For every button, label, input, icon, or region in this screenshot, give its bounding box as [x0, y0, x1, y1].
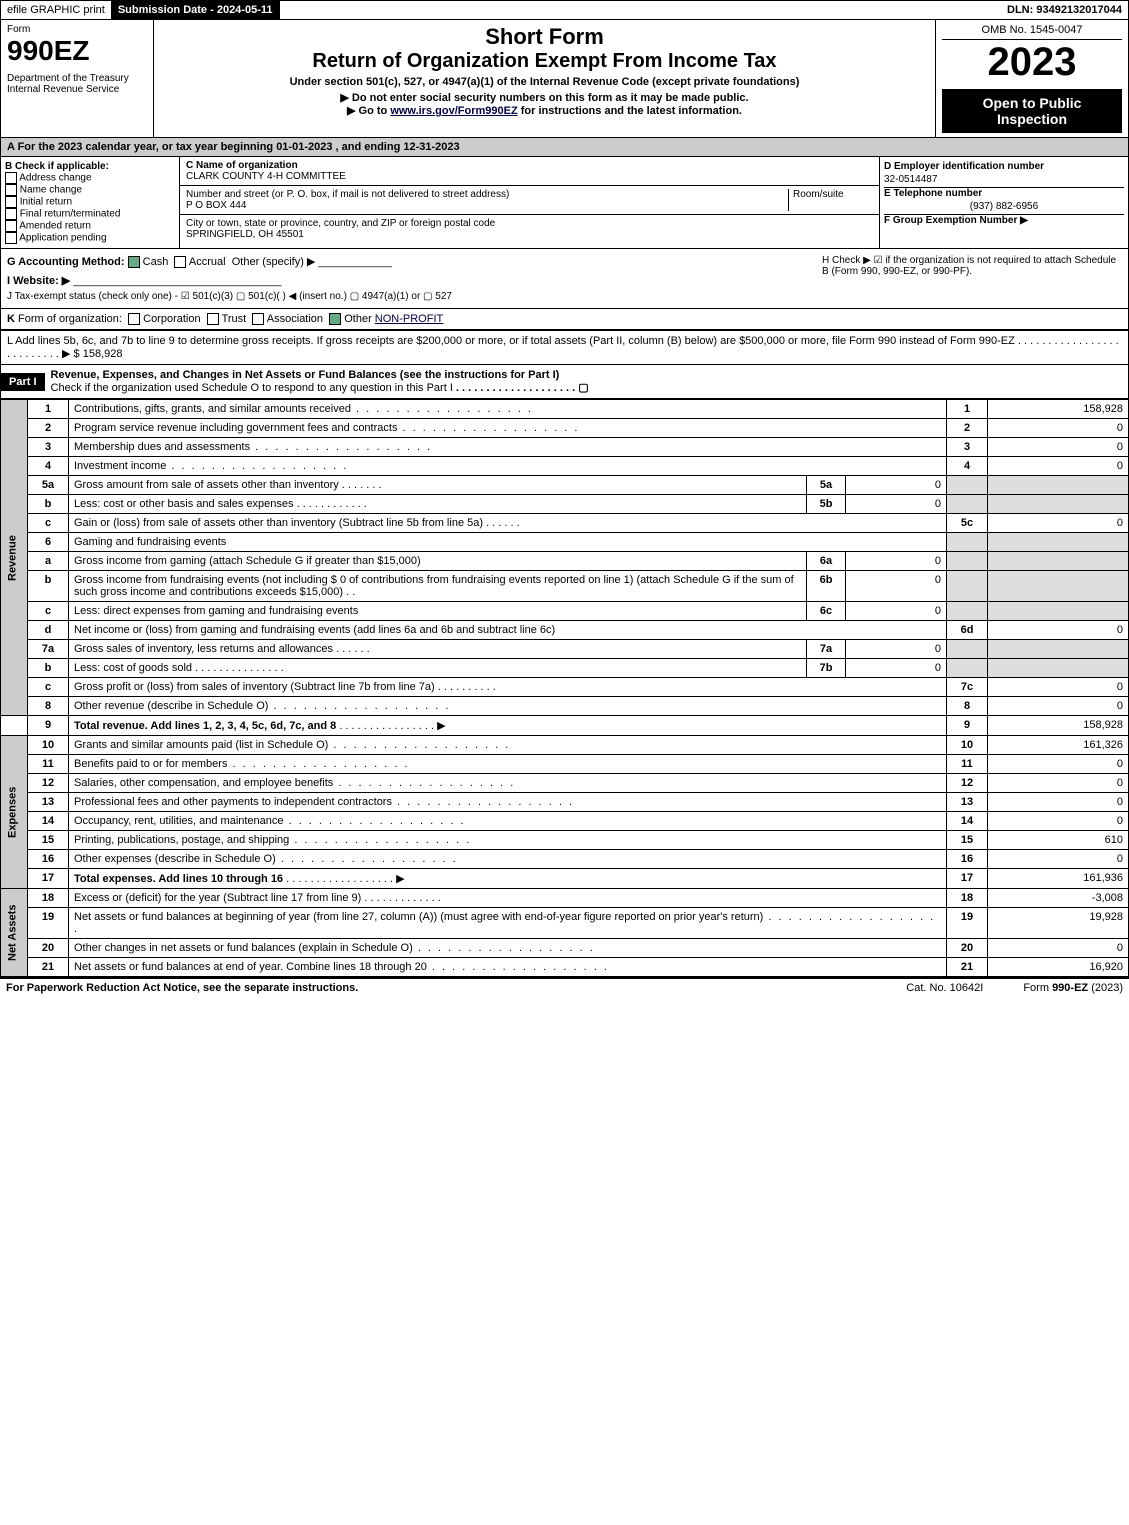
check-final[interactable]: [5, 208, 17, 220]
amt-9: 158,928: [988, 716, 1129, 736]
city-label: City or town, state or province, country…: [186, 218, 495, 229]
form-title: Return of Organization Exempt From Incom…: [160, 50, 929, 73]
form-word: Form: [7, 24, 147, 35]
check-corp[interactable]: [128, 313, 140, 325]
page-footer: For Paperwork Reduction Act Notice, see …: [0, 977, 1129, 997]
dln: DLN: 93492132017044: [1001, 1, 1128, 19]
form-header: Form 990EZ Department of the Treasury In…: [0, 20, 1129, 138]
check-pending[interactable]: [5, 232, 17, 244]
sv-6c: 0: [846, 602, 947, 621]
check-assoc[interactable]: [252, 313, 264, 325]
amt-8: 0: [988, 697, 1129, 716]
sv-6a: 0: [846, 552, 947, 571]
check-name[interactable]: [5, 184, 17, 196]
check-cash[interactable]: [128, 256, 140, 268]
revenue-table: Revenue 1Contributions, gifts, grants, a…: [0, 399, 1129, 977]
line-g: G Accounting Method: Cash Accrual Other …: [7, 255, 822, 268]
amt-13: 0: [988, 793, 1129, 812]
omb: OMB No. 1545-0047: [942, 24, 1122, 40]
street-label: Number and street (or P. O. box, if mail…: [186, 189, 509, 200]
line-a: A For the 2023 calendar year, or tax yea…: [0, 138, 1129, 157]
f-label: F Group Exemption Number ▶: [884, 215, 1124, 226]
d-label: D Employer identification number: [884, 161, 1124, 172]
check-trust[interactable]: [207, 313, 219, 325]
submission-date: Submission Date - 2024-05-11: [112, 1, 280, 19]
amt-3: 0: [988, 438, 1129, 457]
check-address[interactable]: [5, 172, 17, 184]
line-j: J Tax-exempt status (check only one) - ☑…: [7, 291, 822, 302]
amt-16: 0: [988, 850, 1129, 869]
line-k: K Form of organization: Corporation Trus…: [0, 309, 1129, 331]
warn2: ▶ Go to www.irs.gov/Form990EZ for instru…: [160, 104, 929, 117]
top-bar: efile GRAPHIC print Submission Date - 20…: [0, 0, 1129, 20]
tax-year: 2023: [942, 40, 1122, 85]
amt-20: 0: [988, 939, 1129, 958]
open-inspection: Open to Public Inspection: [942, 89, 1122, 133]
sv-7b: 0: [846, 659, 947, 678]
street: P O BOX 444: [186, 200, 246, 211]
gross-receipts: 158,928: [83, 348, 123, 360]
footer-right: Form 990-EZ (2023): [1023, 982, 1123, 994]
form-subtitle: Under section 501(c), 527, or 4947(a)(1)…: [160, 76, 929, 88]
section-b: B Check if applicable: Address change Na…: [0, 157, 1129, 249]
line-i: I Website: ▶ ___________________________…: [7, 274, 822, 287]
amt-15: 610: [988, 831, 1129, 850]
warn1: ▶ Do not enter social security numbers o…: [160, 91, 929, 104]
c-label: C Name of organization: [186, 160, 298, 171]
b-label: B Check if applicable:: [5, 161, 175, 172]
side-expenses: Expenses: [1, 736, 28, 889]
amt-21: 16,920: [988, 958, 1129, 977]
sv-7a: 0: [846, 640, 947, 659]
short-form: Short Form: [160, 24, 929, 50]
footer-mid: Cat. No. 10642I: [906, 982, 983, 994]
amt-5c: 0: [988, 514, 1129, 533]
amt-4: 0: [988, 457, 1129, 476]
efile-label: efile GRAPHIC print: [1, 1, 112, 19]
amt-17: 161,936: [988, 869, 1129, 889]
sv-5b: 0: [846, 495, 947, 514]
amt-18: -3,008: [988, 889, 1129, 908]
sv-6b: 0: [846, 571, 947, 602]
phone: (937) 882-6956: [884, 199, 1124, 215]
e-label: E Telephone number: [884, 188, 1124, 199]
line-l: L Add lines 5b, 6c, and 7b to line 9 to …: [0, 331, 1129, 365]
amt-10: 161,326: [988, 736, 1129, 755]
part1-header: Part I Revenue, Expenses, and Changes in…: [0, 365, 1129, 399]
irs-link[interactable]: www.irs.gov/Form990EZ: [390, 105, 517, 117]
org-name: CLARK COUNTY 4-H COMMITTEE: [186, 171, 346, 182]
footer-left: For Paperwork Reduction Act Notice, see …: [6, 982, 358, 994]
check-amended[interactable]: [5, 220, 17, 232]
check-initial[interactable]: [5, 196, 17, 208]
amt-12: 0: [988, 774, 1129, 793]
amt-14: 0: [988, 812, 1129, 831]
amt-6d: 0: [988, 621, 1129, 640]
room-label: Room/suite: [788, 189, 873, 211]
city: SPRINGFIELD, OH 45501: [186, 229, 304, 240]
check-accrual[interactable]: [174, 256, 186, 268]
ein: 32-0514487: [884, 172, 1124, 188]
side-revenue: Revenue: [1, 400, 28, 716]
amt-11: 0: [988, 755, 1129, 774]
amt-19: 19,928: [988, 908, 1129, 939]
part1-checkbox[interactable]: ▢: [578, 382, 588, 394]
amt-7c: 0: [988, 678, 1129, 697]
amt-2: 0: [988, 419, 1129, 438]
line-h: H Check ▶ ☑ if the organization is not r…: [822, 255, 1122, 302]
nonprofit-link[interactable]: NON-PROFIT: [375, 313, 443, 325]
form-number: 990EZ: [7, 35, 147, 67]
amt-1: 158,928: [988, 400, 1129, 419]
check-other[interactable]: [329, 313, 341, 325]
side-netassets: Net Assets: [1, 889, 28, 977]
dept: Department of the Treasury Internal Reve…: [7, 73, 147, 95]
sv-5a: 0: [846, 476, 947, 495]
